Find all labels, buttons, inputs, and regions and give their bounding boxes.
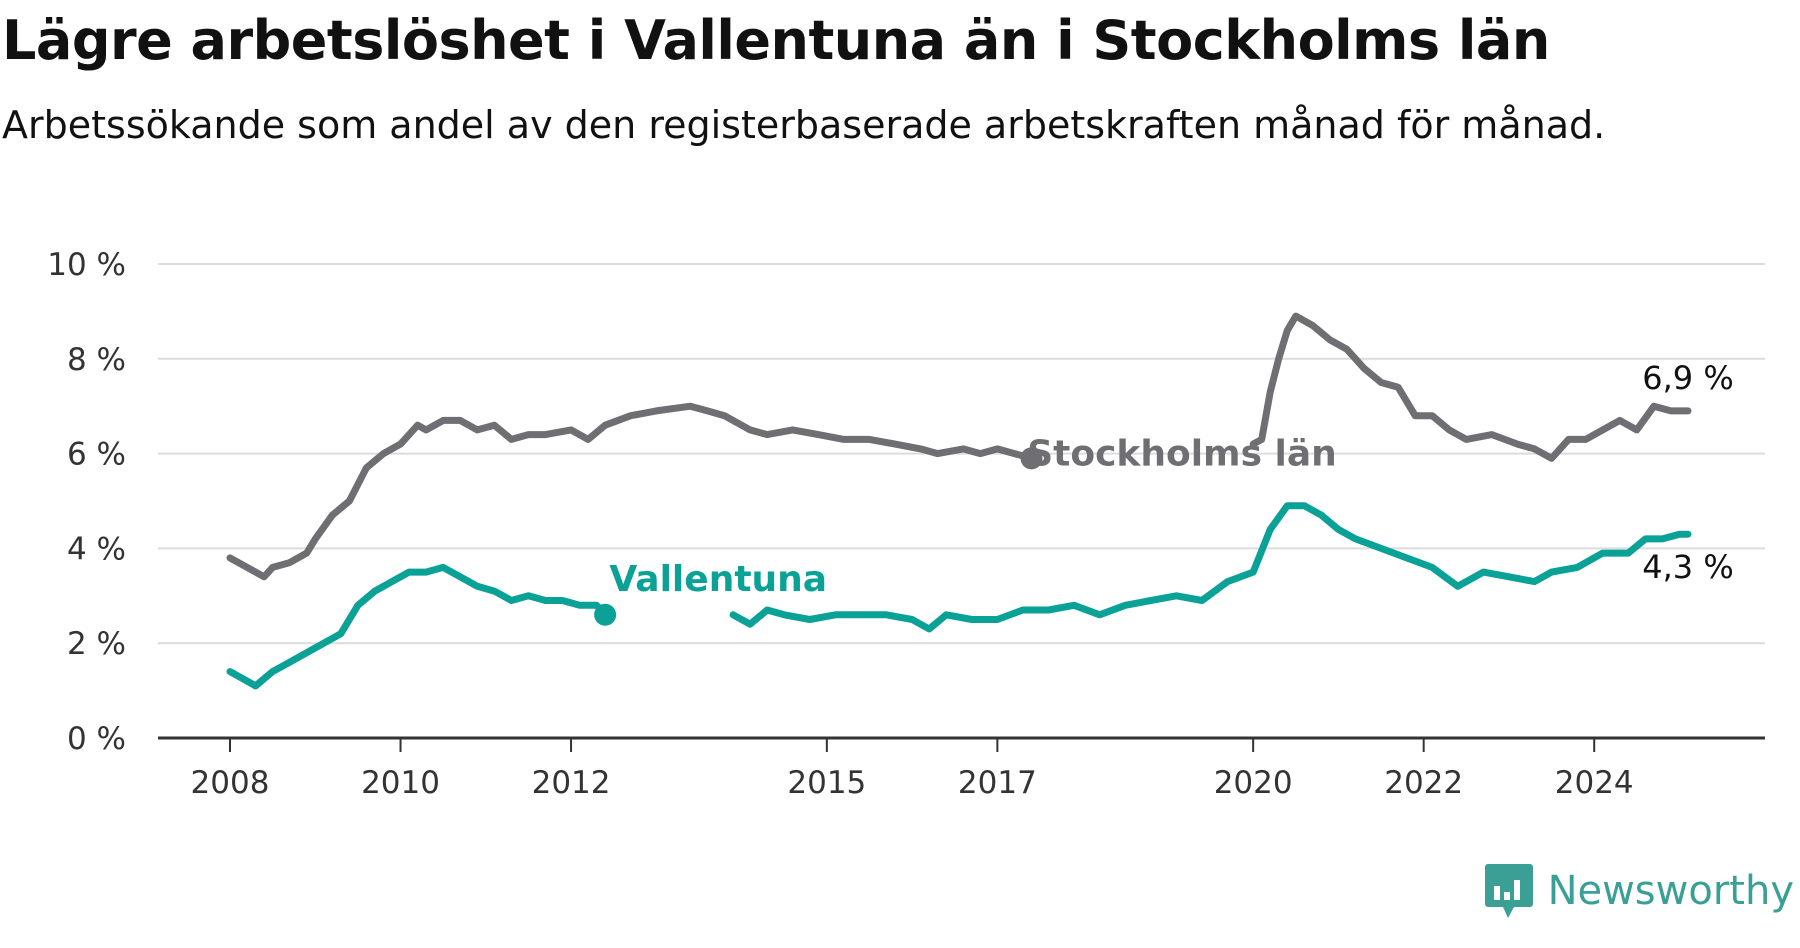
y-tick-label: 8 %	[67, 342, 126, 378]
series-name-label: Vallentuna	[609, 559, 827, 600]
page-subtitle: Arbetssökande som andel av den registerb…	[2, 103, 1606, 147]
series-line	[226, 563, 609, 690]
series-endpoint	[1020, 447, 1043, 470]
series-line	[226, 402, 1035, 581]
x-tick-label: 2024	[1555, 765, 1634, 801]
series-lines	[226, 312, 1692, 690]
y-tick-label: 2 %	[67, 626, 126, 662]
brand: Newsworthy	[1484, 862, 1794, 920]
series-name-label: Stockholms län	[1027, 433, 1337, 474]
series-line	[729, 502, 1692, 633]
axes: 0 % 2 % 4 % 6 % 8 % 10 % 2008 2010 2012 2015 2017 2…	[47, 247, 1765, 801]
x-tick-label: 2022	[1384, 765, 1463, 801]
y-tick-label: 4 %	[67, 531, 126, 567]
end-value-label: 6,9 %	[1642, 359, 1733, 397]
y-tick-label: 6 %	[67, 437, 126, 473]
x-tick-label: 2010	[361, 765, 440, 801]
end-value-label: 4,3 %	[1642, 548, 1733, 586]
y-tick-label: 0 %	[67, 721, 126, 757]
x-tick-label: 2017	[958, 765, 1037, 801]
newsworthy-logo-icon	[1484, 864, 1533, 918]
series-line	[1249, 312, 1692, 462]
page-title: Lägre arbetslöshet i Vallentuna än i Sto…	[2, 9, 1550, 72]
x-tick-label: 2015	[787, 765, 866, 801]
gridlines	[158, 263, 1765, 645]
x-tick-label: 2020	[1214, 765, 1293, 801]
x-tick-label: 2012	[532, 765, 611, 801]
x-tick-label: 2008	[191, 765, 270, 801]
y-tick-label: 10 %	[47, 247, 126, 283]
brand-name: Newsworthy	[1547, 868, 1794, 914]
series-labels: 6,9 % 4,3 % Stockholms län Vallentuna	[609, 359, 1733, 600]
series-endpoint	[594, 603, 617, 626]
